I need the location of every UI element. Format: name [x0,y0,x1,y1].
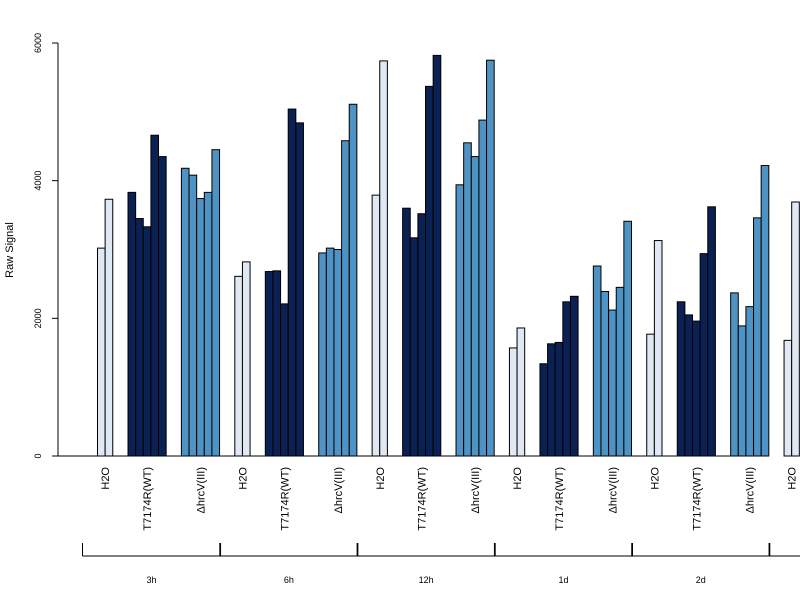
bar [470,156,480,457]
group-label: T7174R(WT) [142,467,154,531]
bar [142,226,152,457]
bar [417,213,427,457]
bar [348,103,358,457]
bar [272,270,282,457]
bar [547,343,556,457]
bar [516,327,526,457]
bar [760,165,770,457]
bar [104,198,114,457]
labels: H2O T7174R(WT) ΔhrcV(III) 3h H2O T7174R(WT) Δh… [82,467,800,585]
bar [653,240,663,457]
bar [333,249,343,457]
bar [402,207,411,457]
bar [280,303,289,457]
group-label: H2O [512,467,524,490]
bar [623,220,632,457]
bar [97,247,106,457]
bars [97,54,800,457]
group-label: H2O [100,467,112,490]
bar [478,119,488,457]
bar [135,218,144,457]
group-label: ΔhrcV(III) [333,467,345,513]
group-label: T7174R(WT) [279,467,291,531]
bar [409,237,419,457]
group-label: ΔhrcV(III) [470,467,482,513]
bar [325,247,335,457]
group-label: ΔhrcV(III) [195,467,207,513]
bar [745,306,755,457]
bar [600,290,610,457]
bar [379,60,388,457]
y-tick-label: 2000 [33,308,43,328]
bar [180,167,190,457]
bar [234,275,243,457]
bar [371,194,381,457]
y-tick-label: 6000 [33,33,43,53]
bar [287,108,297,457]
bar [188,174,198,457]
group-label: ΔhrcV(III) [745,467,757,513]
bar [432,54,442,457]
bar [730,292,739,457]
bar [554,341,564,457]
bar [592,265,602,457]
bar [737,325,747,457]
axes: 0 2000 4000 6000 [33,33,742,459]
group-label: T7174R(WT) [417,467,429,531]
bar [425,85,434,457]
bar [791,201,800,457]
group-label: H2O [787,467,799,490]
y-axis-label: Raw Signal [4,222,16,278]
bar [196,198,205,457]
bar [211,149,221,457]
bar [753,217,762,457]
bar [463,142,472,457]
group-label: H2O [649,467,661,490]
bar [569,295,579,457]
bar [318,252,327,457]
timepoint-label: 6h [284,575,294,585]
timepoint-label: 12h [419,575,434,585]
timepoint-label: 3h [147,575,157,585]
y-tick-label: 4000 [33,171,43,191]
bar [127,191,137,457]
bar [684,314,694,457]
bar [608,309,617,457]
group-label: H2O [375,467,387,490]
bar [539,363,549,457]
bar [615,286,625,457]
bar [341,140,350,457]
bar [455,184,465,457]
bar [241,261,251,457]
y-tick-label: 0 [33,453,43,458]
bar [783,339,793,457]
bar [676,301,686,457]
bar [646,333,655,457]
timepoint-label: 2d [696,575,706,585]
bar [295,122,304,457]
timepoint-label: 1d [558,575,568,585]
bar [203,191,213,457]
group-label: ΔhrcV(III) [607,467,619,513]
bar [150,134,160,457]
bar [692,320,701,457]
bar [562,301,571,457]
bar [508,347,518,457]
group-label: T7174R(WT) [691,467,703,531]
bar [264,271,274,457]
bar [486,59,495,457]
bar [699,253,709,457]
group-label: T7174R(WT) [554,467,566,531]
group-label: H2O [237,467,249,490]
bar [158,156,167,457]
bar [707,206,716,457]
